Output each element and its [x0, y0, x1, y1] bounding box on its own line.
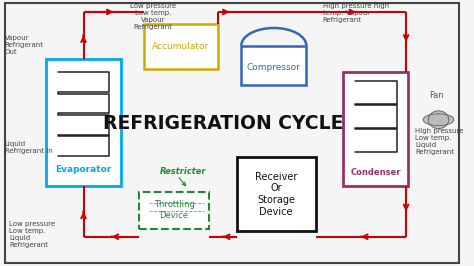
- FancyBboxPatch shape: [139, 192, 209, 229]
- Polygon shape: [428, 111, 449, 120]
- Polygon shape: [423, 114, 438, 126]
- FancyBboxPatch shape: [144, 24, 218, 69]
- FancyBboxPatch shape: [46, 59, 121, 186]
- Text: Compressor: Compressor: [247, 63, 301, 72]
- Text: High pressure
Low temp.
Liquid
Refrigerant: High pressure Low temp. Liquid Refrigera…: [415, 128, 464, 155]
- Text: Receiver
Or
Storage
Device: Receiver Or Storage Device: [255, 172, 297, 217]
- Text: Liquid
Refrigerant In: Liquid Refrigerant In: [5, 141, 53, 154]
- Text: REFRIGERATION CYCLE: REFRIGERATION CYCLE: [102, 114, 343, 133]
- FancyBboxPatch shape: [237, 157, 316, 231]
- FancyBboxPatch shape: [5, 3, 459, 263]
- Text: Condenser: Condenser: [351, 168, 401, 177]
- Text: High pressure high
temp. Vapour
Refrigerant: High pressure high temp. Vapour Refriger…: [322, 3, 389, 23]
- Text: Throttling
Device: Throttling Device: [154, 201, 194, 220]
- Text: Accumulator: Accumulator: [152, 42, 210, 51]
- Polygon shape: [438, 114, 454, 126]
- Text: Low pressure
Low temp.
Vapour
Refrigerant: Low pressure Low temp. Vapour Refrigeran…: [130, 3, 176, 30]
- Text: Vapour
Refrigerant
Out: Vapour Refrigerant Out: [5, 35, 44, 55]
- Text: Low pressure
Low temp.
Liquid
Refrigerant: Low pressure Low temp. Liquid Refrigeran…: [9, 221, 55, 248]
- Polygon shape: [428, 120, 449, 128]
- FancyBboxPatch shape: [344, 72, 409, 186]
- Text: Evaporator: Evaporator: [55, 165, 112, 174]
- FancyBboxPatch shape: [241, 45, 306, 85]
- Text: Restricter: Restricter: [160, 167, 207, 176]
- Text: Fan: Fan: [429, 91, 444, 100]
